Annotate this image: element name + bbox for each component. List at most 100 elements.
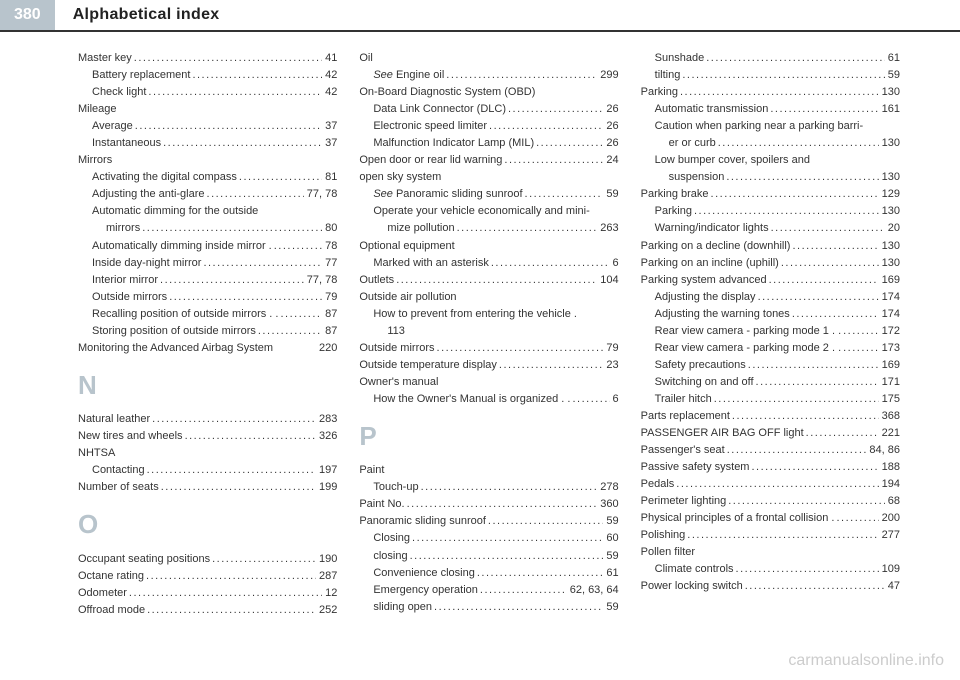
- entry-page: 23: [603, 357, 618, 374]
- index-wrap-line: How to prevent from entering the vehicle…: [359, 306, 618, 323]
- entry-page: 47: [885, 578, 900, 595]
- index-wrap-line: Caution when parking near a parking barr…: [641, 118, 900, 135]
- index-heading: Mileage: [78, 101, 337, 118]
- entry-label: Touch-up: [373, 479, 418, 496]
- entry-label: Trailer hitch: [655, 391, 712, 408]
- entry-label: Polishing: [641, 527, 686, 544]
- leader-dots: [779, 255, 879, 272]
- index-entry: Closing60: [359, 530, 618, 547]
- entry-page: 68: [885, 493, 900, 510]
- entry-page: 61: [603, 565, 618, 582]
- leader-dots: [435, 340, 604, 357]
- entry-page: 37: [322, 135, 337, 152]
- leader-dots: [190, 67, 322, 84]
- index-entry: tilting59: [641, 67, 900, 84]
- index-entry: Power locking switch 47: [641, 578, 900, 595]
- index-entry: Average37: [78, 118, 337, 135]
- entry-label: closing: [373, 548, 407, 565]
- entry-label: Inside day-night mirror: [92, 255, 201, 272]
- index-entry: Touch-up278: [359, 479, 618, 496]
- index-entry: Panoramic sliding sunroof59: [359, 513, 618, 530]
- leader-dots: [205, 186, 304, 203]
- entry-label: Perimeter lighting: [641, 493, 727, 510]
- entry-page: 24: [603, 152, 618, 169]
- index-entry: Contacting197: [78, 462, 337, 479]
- entry-page: 171: [879, 374, 900, 391]
- index-entry: Rear view camera - parking mode 1 . .172: [641, 323, 900, 340]
- index-entry: Marked with an asterisk6: [359, 255, 618, 272]
- index-entry: Passive safety system188: [641, 459, 900, 476]
- leader-dots: [709, 186, 879, 203]
- index-wrap-line: Low bumper cover, spoilers and: [641, 152, 900, 169]
- leader-dots: [167, 289, 322, 306]
- entry-page: 221: [879, 425, 900, 442]
- index-heading: NHTSA: [78, 445, 337, 462]
- index-heading: Optional equipment: [359, 238, 618, 255]
- leader-dots: [674, 476, 878, 493]
- leader-dots: [756, 289, 879, 306]
- entry-label: Passenger's seat: [641, 442, 725, 459]
- entry-page: 60: [603, 530, 618, 547]
- leader-dots: [841, 340, 879, 357]
- entry-label: Parking on an incline (uphill): [641, 255, 779, 272]
- index-entry: er or curb130: [641, 135, 900, 152]
- entry-label: Power locking switch: [641, 578, 743, 595]
- leader-dots: [145, 602, 316, 619]
- index-heading: Outside air pollution: [359, 289, 618, 306]
- entry-page: 130: [879, 238, 900, 255]
- entry-label: Average: [92, 118, 133, 135]
- entry-page: 6: [610, 255, 619, 272]
- index-entry: Parking 130: [641, 203, 900, 220]
- leader-dots: [487, 118, 603, 135]
- entry-page: 130: [879, 203, 900, 220]
- entry-page: 194: [879, 476, 900, 493]
- index-entry: See Engine oil299: [359, 67, 618, 84]
- leader-dots: [704, 50, 885, 67]
- leader-dots: [497, 357, 604, 374]
- leader-dots: [146, 84, 322, 101]
- leader-dots: [767, 272, 879, 289]
- index-heading: open sky system: [359, 169, 618, 186]
- leader-dots: [506, 101, 603, 118]
- entry-label: Parking brake: [641, 186, 709, 203]
- leader-dots: [570, 391, 609, 408]
- leader-dots: [140, 220, 322, 237]
- entry-page: 6: [610, 391, 619, 408]
- index-entry: Inside day-night mirror77: [78, 255, 337, 272]
- entry-label: How the Owner's Manual is organized . .: [373, 391, 570, 408]
- section-letter: O: [78, 504, 337, 544]
- leader-dots: [201, 255, 322, 272]
- leader-dots: [478, 582, 567, 599]
- index-entry: Pedals194: [641, 476, 900, 493]
- entry-label: Parking system advanced: [641, 272, 767, 289]
- entry-page: 220: [316, 340, 337, 357]
- leader-dots: [144, 568, 316, 585]
- entry-page: 87: [322, 323, 337, 340]
- entry-page: 169: [879, 272, 900, 289]
- leader-dots: [183, 428, 316, 445]
- index-heading: Owner's manual: [359, 374, 618, 391]
- index-entry: Adjusting the anti-glare77, 78: [78, 186, 337, 203]
- entry-label: Rear view camera - parking mode 2 . .: [655, 340, 841, 357]
- index-entry: Malfunction Indicator Lamp (MIL)26: [359, 135, 618, 152]
- index-entry: Adjusting the warning tones174: [641, 306, 900, 323]
- entry-page: 173: [879, 340, 900, 357]
- leader-dots: [726, 493, 884, 510]
- index-entry: Warning/indicator lights20: [641, 220, 900, 237]
- entry-label: Activating the digital compass: [92, 169, 237, 186]
- entry-page: 26: [603, 118, 618, 135]
- page-header: 380 Alphabetical index: [0, 0, 960, 32]
- leader-dots: [237, 169, 322, 186]
- leader-dots: [127, 585, 322, 602]
- leader-dots: [768, 101, 878, 118]
- index-entry: Octane rating287: [78, 568, 337, 585]
- entry-page: 59: [603, 599, 618, 616]
- leader-dots: [489, 255, 610, 272]
- index-entry: mize pollution263: [359, 220, 618, 237]
- index-heading: Pollen filter: [641, 544, 900, 561]
- entry-page: 79: [603, 340, 618, 357]
- entry-label: Parking: [655, 203, 692, 220]
- entry-label: Emergency operation: [373, 582, 478, 599]
- index-entry: Trailer hitch175: [641, 391, 900, 408]
- entry-page: 130: [879, 84, 900, 101]
